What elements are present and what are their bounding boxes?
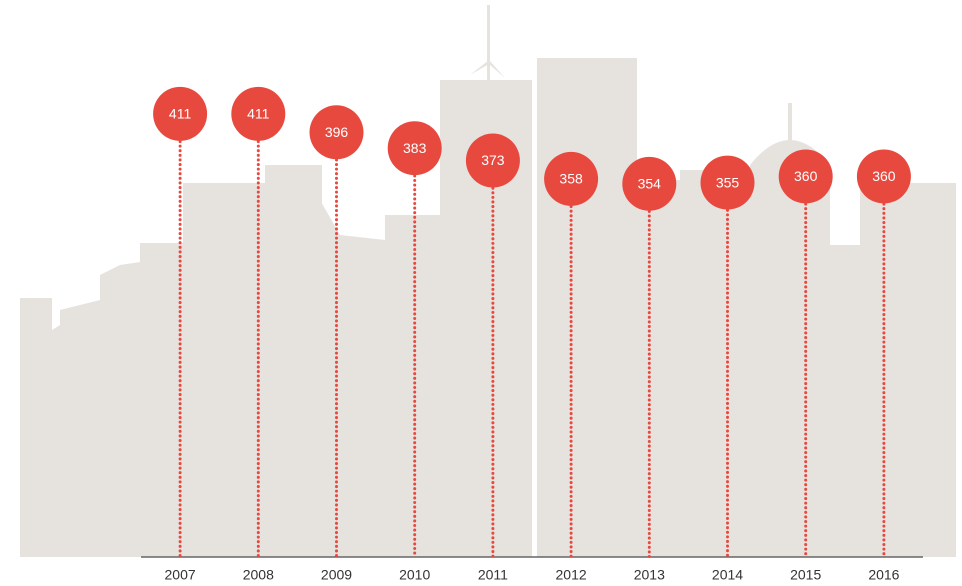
bubble bbox=[309, 105, 364, 160]
bubble bbox=[387, 121, 442, 176]
bubble bbox=[544, 151, 599, 206]
value-label: 360 bbox=[872, 168, 896, 184]
x-tick-label: 2014 bbox=[712, 567, 743, 583]
skyline-background bbox=[20, 5, 956, 557]
x-tick-label: 2015 bbox=[790, 567, 821, 583]
value-label: 383 bbox=[403, 140, 427, 156]
value-label: 360 bbox=[794, 168, 818, 184]
value-label: 373 bbox=[481, 152, 505, 168]
value-label: 411 bbox=[169, 106, 192, 122]
bubble bbox=[465, 133, 520, 188]
bubble bbox=[856, 149, 911, 204]
x-tick-label: 2008 bbox=[243, 567, 274, 583]
bubble bbox=[622, 156, 677, 211]
value-label: 396 bbox=[325, 124, 349, 140]
value-label: 354 bbox=[638, 176, 662, 192]
bubble bbox=[153, 86, 208, 141]
bubble bbox=[778, 149, 833, 204]
x-tick-label: 2011 bbox=[478, 567, 508, 583]
value-label: 358 bbox=[559, 171, 583, 187]
bubble bbox=[700, 155, 755, 210]
x-tick-label: 2013 bbox=[634, 567, 665, 583]
x-tick-label: 2016 bbox=[868, 567, 899, 583]
bubble bbox=[231, 86, 286, 141]
x-tick-label: 2010 bbox=[399, 567, 430, 583]
value-label: 411 bbox=[247, 106, 270, 122]
x-tick-label: 2009 bbox=[321, 567, 352, 583]
x-tick-label: 2007 bbox=[165, 567, 196, 583]
value-label: 355 bbox=[716, 174, 740, 190]
x-tick-label: 2012 bbox=[556, 567, 587, 583]
